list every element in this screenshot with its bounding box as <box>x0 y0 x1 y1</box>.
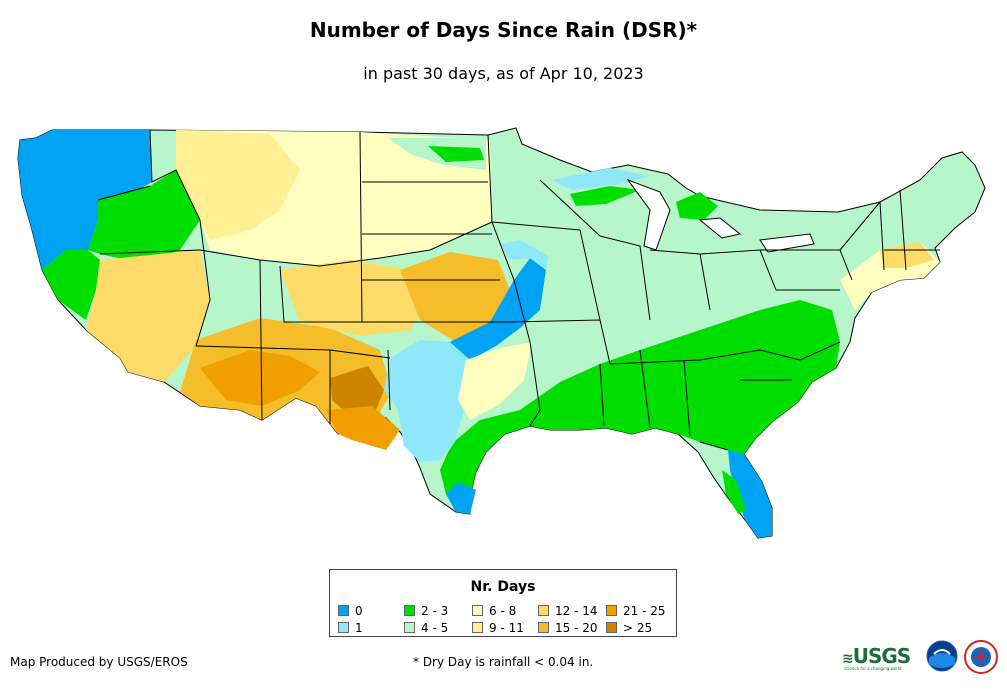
legend-swatch <box>472 622 483 633</box>
legend: Nr. Days 0 1 2 - 3 4 - 5 6 - 8 9 - 11 12… <box>329 569 677 637</box>
legend-item-9-11: 9 - 11 <box>472 621 524 635</box>
legend-item-21-25: 21 - 25 <box>606 604 666 618</box>
region-12-14-days-ma <box>880 242 934 268</box>
region-21-25-days-tx <box>326 406 400 450</box>
region-12-14-days-co <box>280 260 430 336</box>
region-9-11-days-mountain <box>176 130 300 240</box>
legend-swatch <box>338 605 349 616</box>
legend-item-0: 0 <box>338 604 363 618</box>
region-2-3-days-ca <box>42 250 100 320</box>
usgs-wave-icon: ≋ <box>842 651 854 667</box>
legend-swatch <box>472 605 483 616</box>
region-over-25-days-nm <box>330 366 384 416</box>
region-1-day-tx <box>384 340 470 462</box>
legend-swatch <box>538 605 549 616</box>
region-2-3-days-lower-mi <box>676 192 718 220</box>
legend-item-15-20: 15 - 20 <box>538 621 598 635</box>
region-0-day-fl <box>728 450 772 538</box>
legend-swatch <box>538 622 549 633</box>
region-2-3-days-nd <box>428 146 484 162</box>
legend-swatch <box>606 622 617 633</box>
legend-swatch <box>404 605 415 616</box>
legend-item-4-5: 4 - 5 <box>404 621 448 635</box>
map-title: Number of Days Since Rain (DSR)* <box>309 18 698 42</box>
state-boundaries <box>97 129 940 451</box>
region-2-3-days-nw <box>88 170 200 260</box>
region-0-day-ok-mo <box>450 258 546 360</box>
legend-title: Nr. Days <box>470 579 536 595</box>
legend-item-6-8: 6 - 8 <box>472 604 516 618</box>
legend-item-12-14: 12 - 14 <box>538 604 598 618</box>
great-lakes <box>626 178 815 253</box>
region-21-25-days-sw <box>200 350 320 406</box>
dry-day-footnote: * Dry Day is rainfall < 0.04 in. <box>413 655 594 669</box>
region-6-8-days-tx <box>458 342 532 420</box>
region-1-day-ne <box>552 168 650 190</box>
legend-item-2-3: 2 - 3 <box>404 604 448 618</box>
map-subtitle: in past 30 days, as of Apr 10, 2023 <box>363 64 644 83</box>
agency-logos: ≋USGS science for a changing world <box>842 640 1002 676</box>
legend-swatch <box>404 622 415 633</box>
usgs-tagline: science for a changing world <box>844 666 902 671</box>
region-2-3-days-fl <box>722 470 746 514</box>
map-credit: Map Produced by USGS/EROS <box>10 655 188 669</box>
region-1-day-midwest <box>500 240 548 270</box>
usgs-logo: ≋USGS <box>842 644 911 668</box>
region-15-20-days-plains <box>400 252 510 342</box>
region-2-3-days-mi <box>570 186 640 206</box>
region-0-day-nw <box>18 130 152 270</box>
legend-swatch <box>606 605 617 616</box>
legend-item-1: 1 <box>338 621 363 635</box>
legend-item-over-25: > 25 <box>606 621 652 635</box>
region-12-14-days-west <box>86 250 210 382</box>
region-0-day-tx-coast <box>446 482 476 514</box>
nws-logo <box>964 640 998 674</box>
legend-swatch <box>338 622 349 633</box>
noaa-logo <box>926 640 958 672</box>
us-dsr-map <box>17 127 986 539</box>
